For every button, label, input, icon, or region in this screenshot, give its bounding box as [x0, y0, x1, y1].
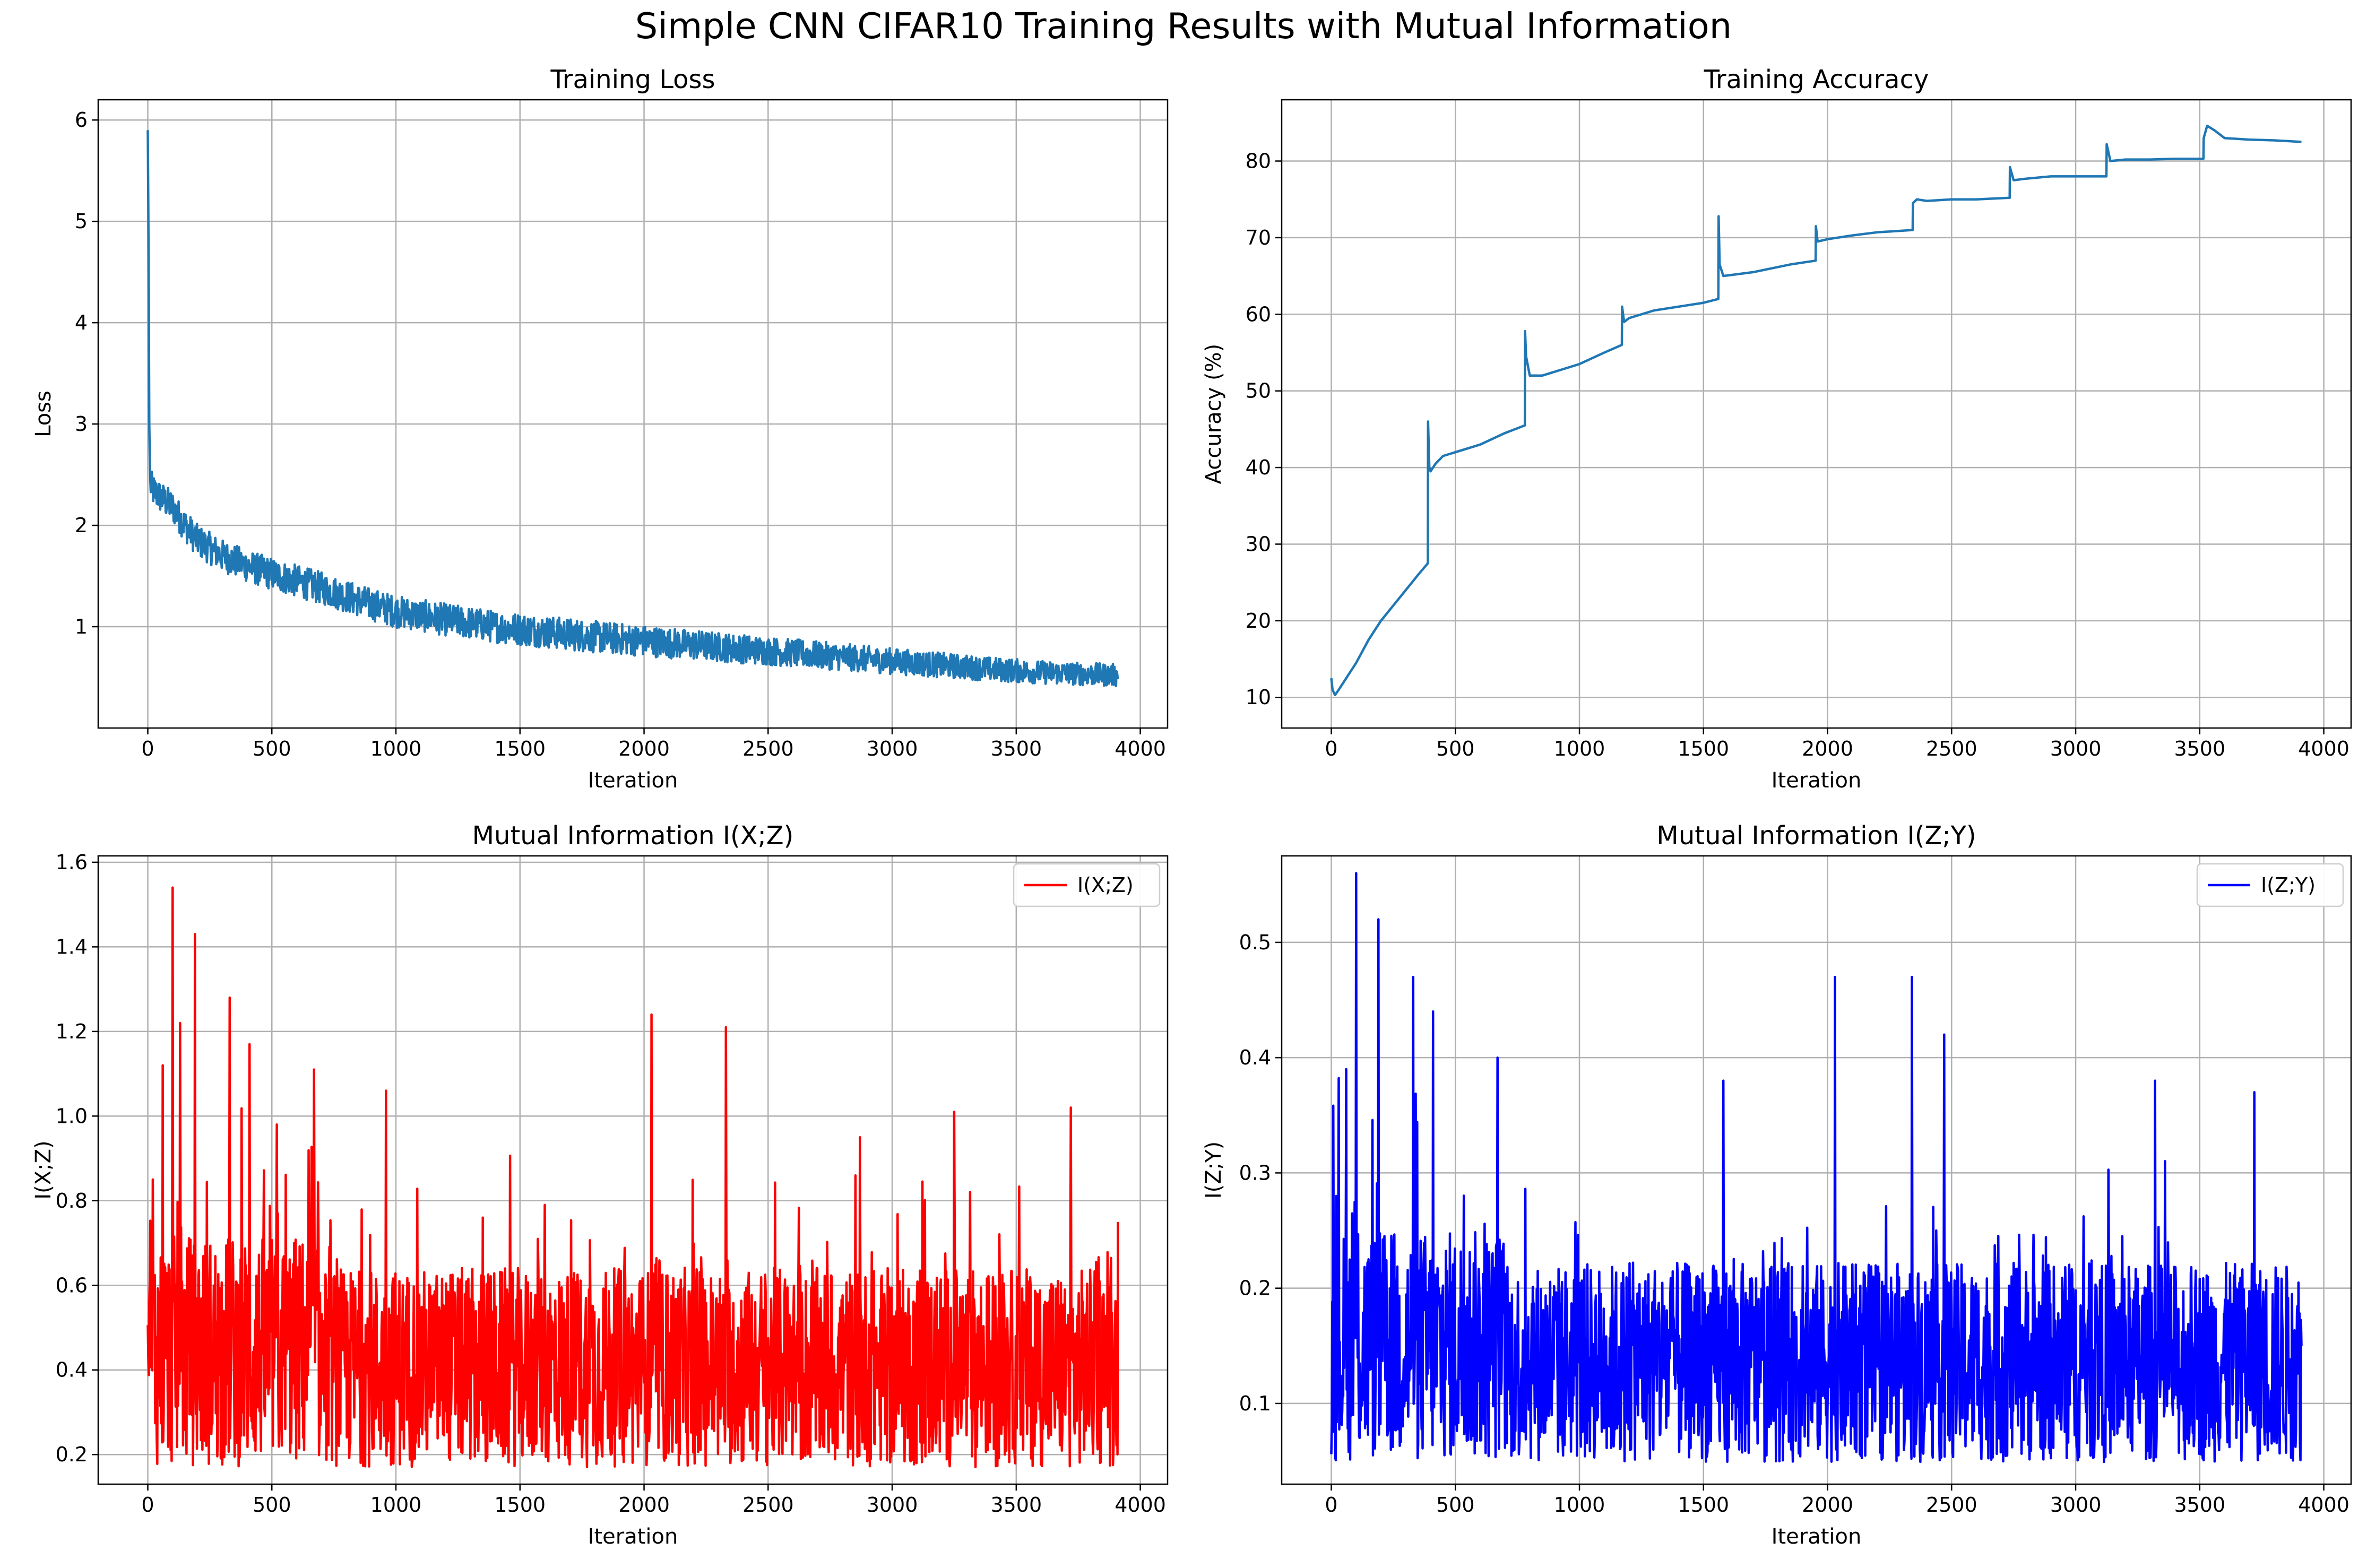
panel-title: Training Loss: [550, 65, 715, 94]
x-axis-label: Iteration: [588, 768, 678, 793]
y-tick-label: 20: [1246, 609, 1271, 633]
y-axis-label: Accuracy (%): [1202, 344, 1226, 484]
legend-box: [1013, 863, 1161, 907]
mi-zy-panel: 0 500 1000 1500 2000 2500 3000 3500 4000 0.1 0.2 0.…: [1202, 821, 2352, 1549]
x-tick-label: 2000: [618, 737, 670, 760]
y-tick-label: 3: [75, 412, 88, 436]
panel-title: Mutual Information I(X;Z): [472, 821, 794, 851]
panel-title: Training Accuracy: [1704, 65, 1929, 94]
y-axis-label: I(Z;Y): [1202, 1141, 1226, 1199]
y-axis-label: I(X;Z): [31, 1140, 56, 1199]
x-tick-label: 3000: [867, 737, 918, 760]
x-tick-label: 1500: [494, 1493, 546, 1517]
legend-box: [2196, 863, 2344, 907]
training-accuracy-panel: 0 500 1000 1500 2000 2500 3000 3500 4000 10 20 30 40…: [1202, 65, 2352, 793]
x-tick-label: 3500: [990, 1493, 1042, 1517]
x-tick-label: 1500: [1678, 1493, 1729, 1517]
y-tick-label: 1.6: [56, 851, 88, 874]
x-tick-label: 3500: [2174, 737, 2225, 760]
x-tick-label: 2500: [1926, 1493, 1977, 1517]
y-tick-label: 1.4: [56, 935, 88, 958]
series-line: [1330, 872, 2303, 1463]
x-tick-label: 1000: [370, 1493, 422, 1517]
y-tick-label: 30: [1246, 532, 1271, 556]
axes-frame: [1281, 855, 2352, 1485]
y-tick-label: 0.4: [1239, 1046, 1271, 1069]
figure-suptitle: Simple CNN CIFAR10 Training Results with…: [635, 5, 1732, 47]
x-tick-label: 0: [1325, 737, 1337, 760]
legend-label: I(X;Z): [1077, 873, 1134, 897]
legend-label: I(Z;Y): [2261, 873, 2316, 897]
y-tick-label: 60: [1246, 302, 1271, 326]
y-tick-label: 0.5: [1239, 931, 1271, 954]
y-tick-label: 50: [1246, 379, 1271, 403]
y-axis-label: Loss: [31, 391, 56, 437]
x-tick-label: 4000: [1115, 737, 1166, 760]
y-tick-label: 1: [75, 615, 88, 638]
panel-title: Mutual Information I(Z;Y): [1656, 821, 1976, 851]
x-axis-label: Iteration: [588, 1524, 678, 1549]
x-tick-label: 3000: [867, 1493, 918, 1517]
x-tick-label: 2500: [742, 737, 794, 760]
y-tick-label: 0.2: [56, 1443, 88, 1466]
y-tick-label: 0.4: [56, 1358, 88, 1382]
x-tick-label: 0: [1325, 1493, 1337, 1517]
y-tick-label: 1.0: [56, 1104, 88, 1128]
x-tick-label: 0: [141, 737, 154, 760]
x-tick-label: 1000: [1554, 737, 1605, 760]
y-tick-label: 2: [75, 514, 88, 537]
x-tick-label: 0: [141, 1493, 154, 1517]
axes-frame: [1281, 99, 2352, 729]
axes-frame: [97, 99, 1169, 729]
x-tick-label: 4000: [2298, 737, 2349, 760]
x-tick-label: 4000: [1115, 1493, 1166, 1517]
y-tick-label: 70: [1246, 226, 1271, 249]
y-tick-label: 0.6: [56, 1274, 88, 1297]
y-tick-label: 4: [75, 311, 88, 334]
y-tick-label: 6: [75, 108, 88, 132]
x-tick-label: 4000: [2298, 1493, 2349, 1517]
series-line: [1330, 124, 2302, 697]
x-tick-label: 3000: [2050, 1493, 2102, 1517]
x-tick-label: 500: [1436, 1493, 1475, 1517]
x-tick-label: 1500: [494, 737, 546, 760]
y-tick-label: 0.3: [1239, 1161, 1271, 1184]
x-tick-label: 2500: [742, 1493, 794, 1517]
x-tick-label: 500: [253, 737, 291, 760]
x-tick-label: 1000: [370, 737, 422, 760]
x-tick-label: 2000: [1802, 737, 1853, 760]
y-tick-label: 40: [1246, 456, 1271, 479]
training-loss-panel: 0 500 1000 1500 2000 2500 3000 3500 4000 1 2 3 4 5 6 Tr…: [31, 65, 1169, 793]
y-tick-label: 0.1: [1239, 1392, 1271, 1415]
y-tick-label: 10: [1246, 686, 1271, 709]
series-line: [146, 130, 1119, 688]
axes-frame: [97, 855, 1169, 1485]
y-tick-label: 80: [1246, 150, 1271, 173]
x-tick-label: 3500: [990, 737, 1042, 760]
x-tick-label: 3500: [2174, 1493, 2225, 1517]
y-tick-label: 0.8: [56, 1189, 88, 1212]
y-tick-label: 0.2: [1239, 1277, 1271, 1300]
series-line: [146, 886, 1119, 1468]
mi-xz-panel: 0 500 1000 1500 2000 2500 3000 3500 4000 0.2 0.4 0.…: [31, 821, 1169, 1549]
x-tick-label: 3000: [2050, 737, 2102, 760]
x-axis-label: Iteration: [1772, 1524, 1862, 1549]
x-tick-label: 2000: [618, 1493, 670, 1517]
x-tick-label: 2000: [1802, 1493, 1853, 1517]
y-tick-label: 1.2: [56, 1020, 88, 1043]
x-axis-label: Iteration: [1772, 768, 1862, 793]
x-tick-label: 2500: [1926, 737, 1977, 760]
y-tick-label: 5: [75, 210, 88, 233]
x-tick-label: 500: [1436, 737, 1475, 760]
x-tick-label: 500: [253, 1493, 291, 1517]
x-tick-label: 1000: [1554, 1493, 1605, 1517]
x-tick-label: 1500: [1678, 737, 1729, 760]
